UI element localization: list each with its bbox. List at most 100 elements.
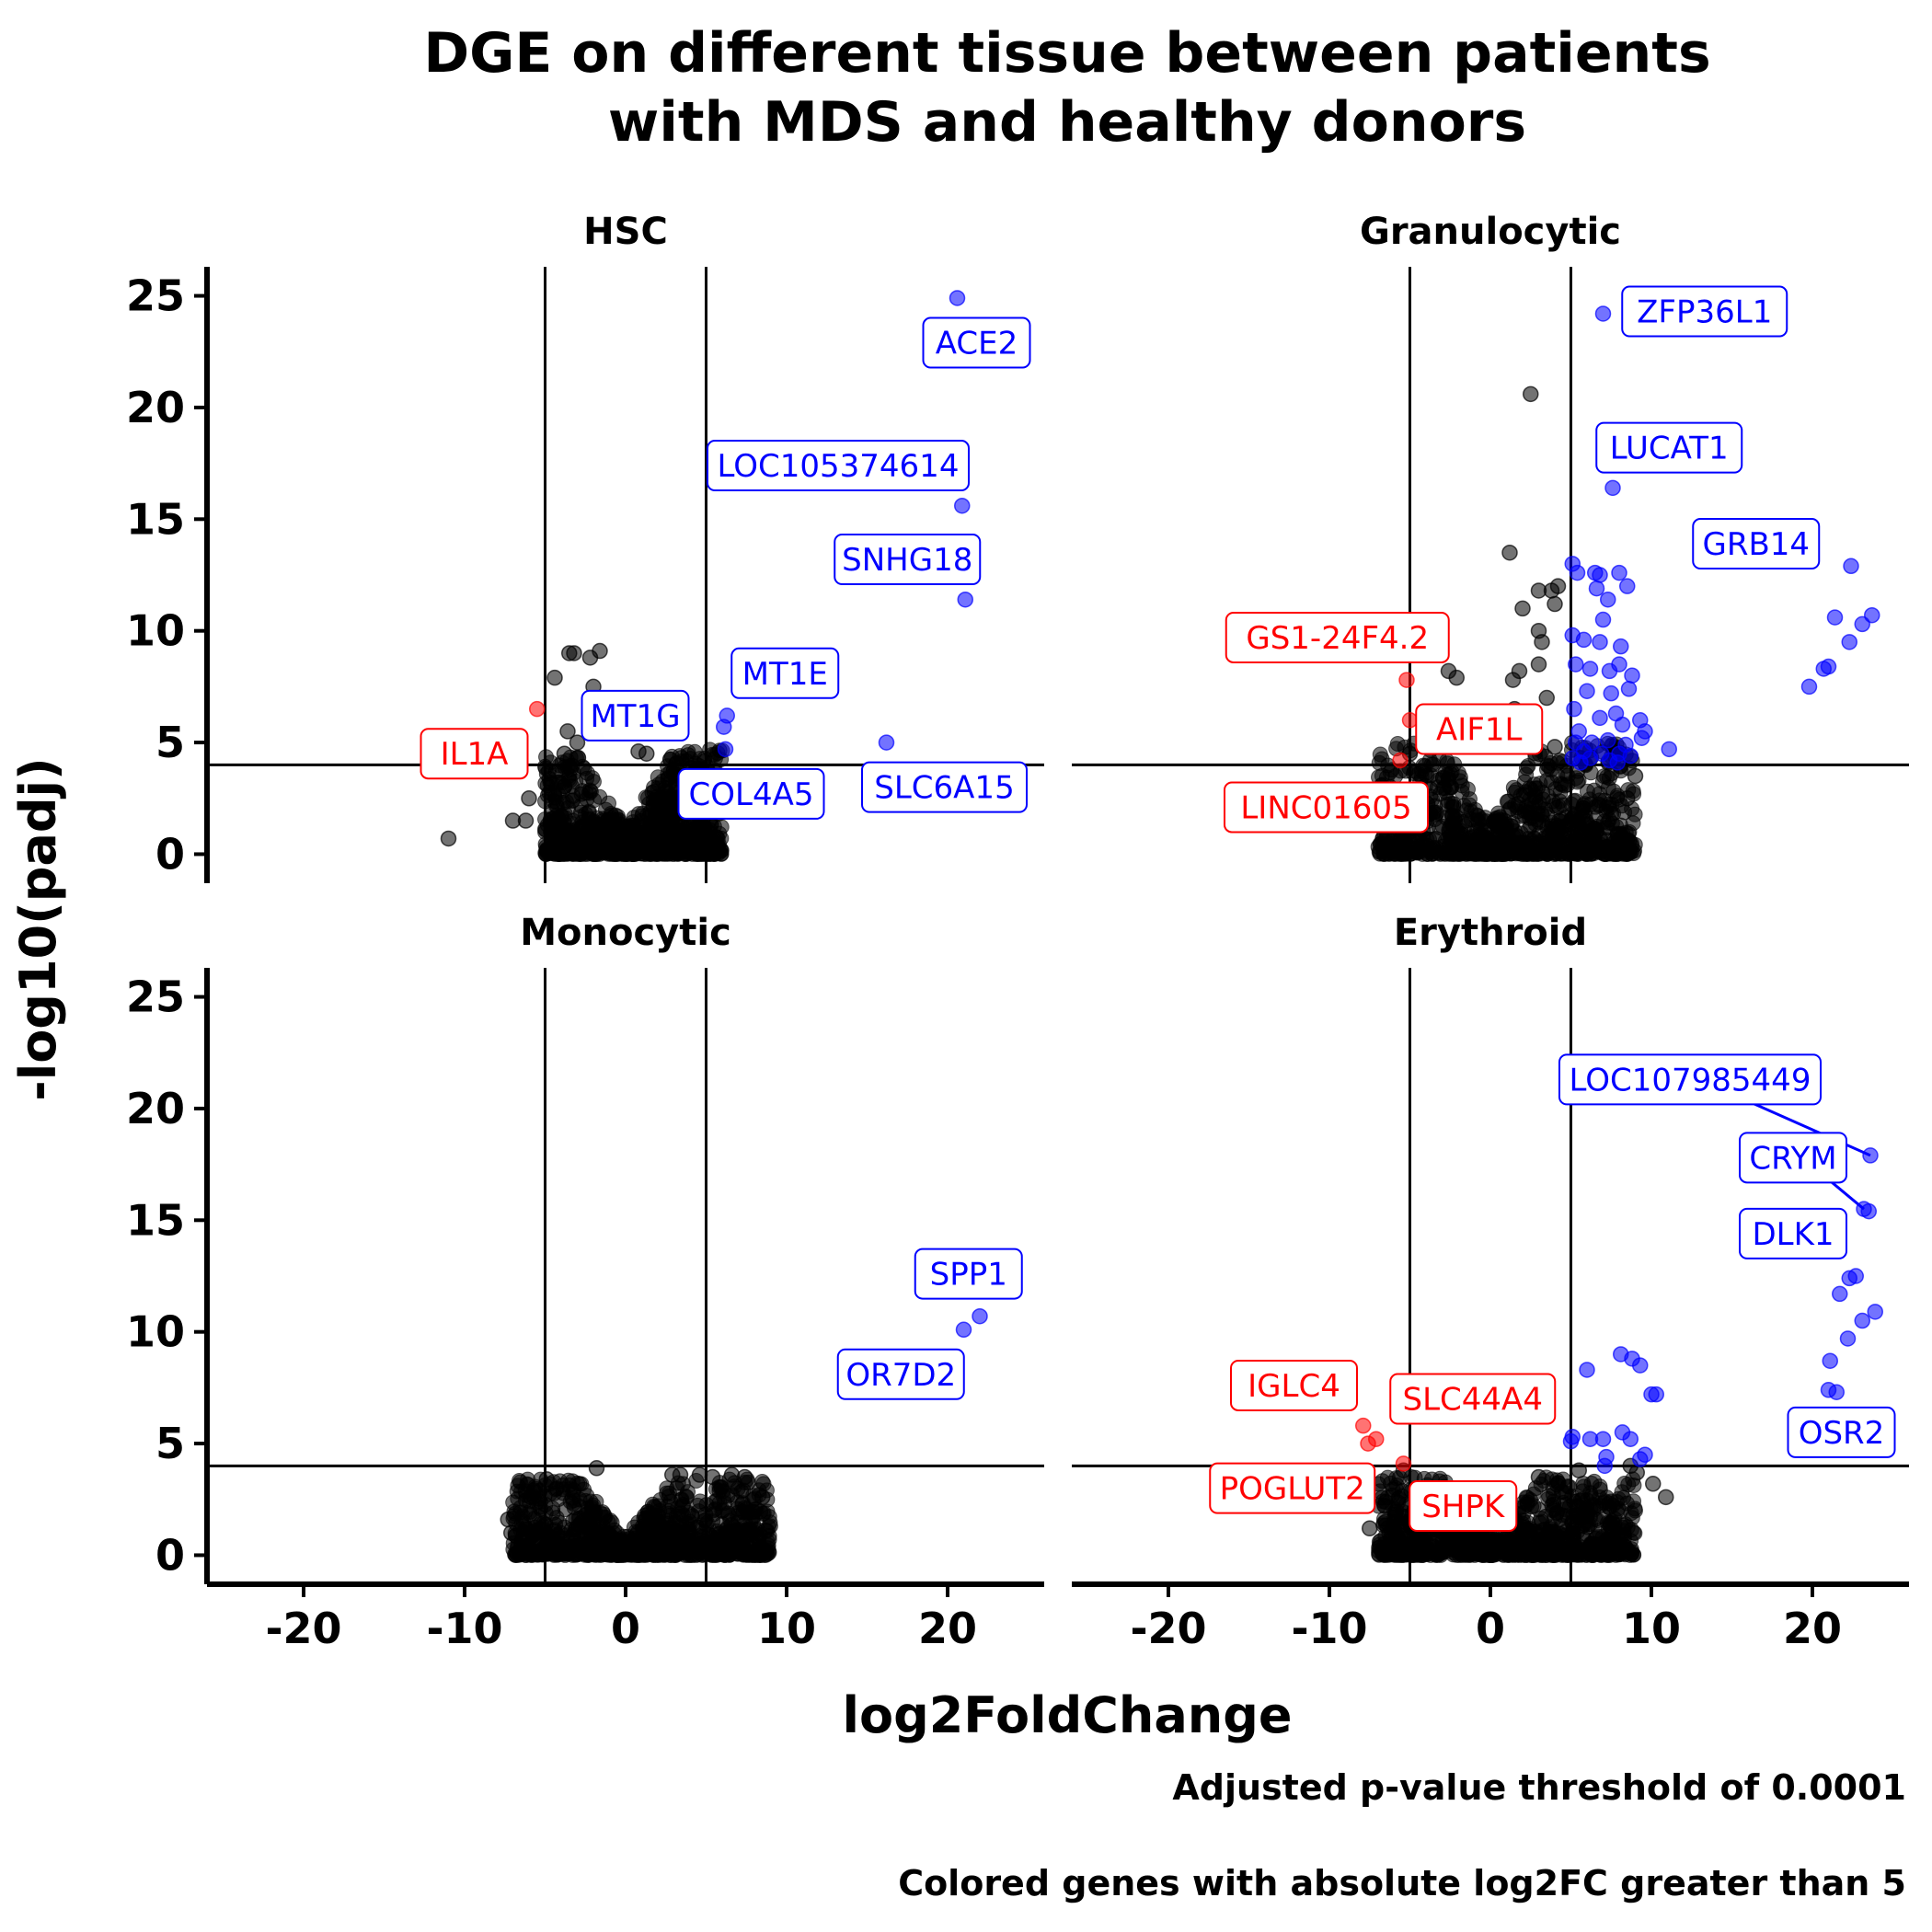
data-point-up — [716, 719, 732, 735]
data-point-up — [1564, 1429, 1581, 1445]
data-point-ns — [1547, 595, 1563, 613]
data-point-ns — [1410, 1539, 1427, 1556]
data-point-down — [1401, 712, 1419, 729]
data-point-ns — [704, 1468, 721, 1486]
gene-label: LINC01605 — [1224, 781, 1429, 834]
data-point-up — [1860, 1202, 1877, 1220]
data-point-ns — [673, 1491, 690, 1508]
data-point-ns — [1530, 656, 1547, 673]
y-tick-label: 15 — [126, 1195, 185, 1245]
gene-label: OSR2 — [1787, 1406, 1896, 1458]
x-tick-label: -20 — [1130, 1604, 1206, 1653]
data-point-up — [1847, 1268, 1864, 1284]
data-point-ns — [504, 812, 522, 829]
data-point-ns — [1538, 689, 1555, 707]
y-tick-label: 10 — [126, 606, 185, 656]
ns-point-cloud — [1370, 734, 1643, 862]
data-point-up — [1841, 634, 1857, 650]
data-point-ns — [645, 839, 661, 856]
gene-label-text: GRB14 — [1702, 526, 1810, 563]
data-point-up — [1603, 684, 1619, 702]
data-point-ns — [548, 1546, 565, 1562]
data-point-ns — [638, 745, 655, 762]
panel-title: Granulocytic — [1360, 211, 1621, 253]
data-point-ns — [1605, 845, 1622, 862]
gene-label: OR7D2 — [836, 1348, 965, 1400]
gene-label: SPP1 — [914, 1248, 1023, 1300]
data-point-ns — [696, 833, 712, 849]
data-point-ns — [1619, 790, 1636, 807]
data-point-up — [1588, 580, 1605, 597]
data-point-up — [1579, 1362, 1595, 1378]
gene-label-text: LOC107985449 — [1570, 1062, 1811, 1098]
data-point-ns — [650, 776, 667, 793]
gene-label: COL4A5 — [677, 767, 825, 820]
data-point-up — [1592, 567, 1608, 583]
data-point-ns — [1570, 1462, 1587, 1478]
data-point-up — [1633, 730, 1650, 746]
data-point-ns — [1546, 1501, 1562, 1517]
data-point-ns — [733, 1538, 750, 1555]
data-point-ns — [1550, 819, 1567, 835]
data-point-ns — [1514, 1524, 1531, 1541]
data-point-up — [1600, 591, 1616, 608]
gene-label: ZFP36L1 — [1621, 285, 1788, 338]
data-point-up — [1815, 661, 1832, 677]
panel-title: Erythroid — [1394, 912, 1587, 954]
data-point-ns — [1575, 797, 1592, 813]
gene-label-text: OR7D2 — [845, 1357, 956, 1394]
data-point-ns — [615, 827, 631, 844]
y-tick-label: 0 — [155, 1530, 185, 1580]
data-point-ns — [711, 1543, 728, 1559]
gene-label-text: LUCAT1 — [1610, 431, 1729, 467]
gene-label: SHPK — [1409, 1480, 1518, 1533]
x-tick-label: -10 — [426, 1604, 502, 1653]
x-axis-title: log2FoldChange — [842, 1686, 1292, 1744]
data-point-ns — [1538, 845, 1555, 861]
gene-label-box — [730, 647, 840, 699]
data-point-ns — [565, 1512, 581, 1529]
caption-colored-genes: Colored genes with absolute log2FC great… — [898, 1863, 1906, 1903]
y-tick-label: 5 — [155, 718, 185, 767]
data-point-ns — [519, 1476, 535, 1492]
facet-panels: HSC 0 5 10 15 20 25 ACE2 LOC105374614 SNHG18 MT1E M… — [126, 211, 1909, 1653]
data-point-ns — [1440, 771, 1456, 788]
gene-label-text: LINC01605 — [1240, 789, 1411, 826]
data-point-ns — [1535, 814, 1551, 831]
x-tick-label: 20 — [918, 1604, 977, 1653]
y-tick-label: 25 — [126, 972, 185, 1022]
gene-label-text: OSR2 — [1799, 1415, 1885, 1452]
data-point-up — [1600, 731, 1616, 749]
data-point-ns — [1601, 811, 1617, 828]
data-point-ns — [1394, 1547, 1410, 1563]
data-point-ns — [1566, 1493, 1582, 1510]
data-point-up — [1839, 1330, 1857, 1347]
gene-label-text: SLC6A15 — [874, 770, 1014, 807]
data-point-up — [1592, 709, 1608, 727]
chart-title-line-2: with MDS and healthy donors — [608, 90, 1526, 155]
x-tick-label: 20 — [1783, 1604, 1842, 1653]
data-point-ns — [692, 1493, 708, 1510]
data-point-ns — [1491, 840, 1508, 857]
data-point-ns — [673, 828, 690, 845]
data-point-ns — [541, 785, 558, 801]
data-point-ns — [647, 1499, 663, 1515]
data-point-ns — [1444, 807, 1461, 823]
data-point-ns — [682, 841, 698, 857]
data-point-ns — [521, 790, 537, 807]
data-point-ns — [1512, 838, 1529, 855]
data-point-ns — [1448, 669, 1465, 686]
gene-label: SNHG18 — [834, 534, 982, 586]
y-axis-title: -log10(padj) — [9, 757, 67, 1100]
data-point-ns — [659, 1512, 675, 1529]
gene-label: LOC105374614 — [707, 440, 970, 492]
data-point-up — [1596, 1457, 1613, 1475]
x-tick-label: 0 — [1476, 1604, 1505, 1653]
gene-label: MT1G — [581, 689, 690, 742]
gene-label-text: AIF1L — [1436, 712, 1522, 749]
data-point-ns — [538, 765, 555, 782]
data-point-up — [1594, 611, 1612, 628]
data-point-ns — [1371, 1539, 1387, 1556]
data-point-ns — [1499, 793, 1515, 810]
